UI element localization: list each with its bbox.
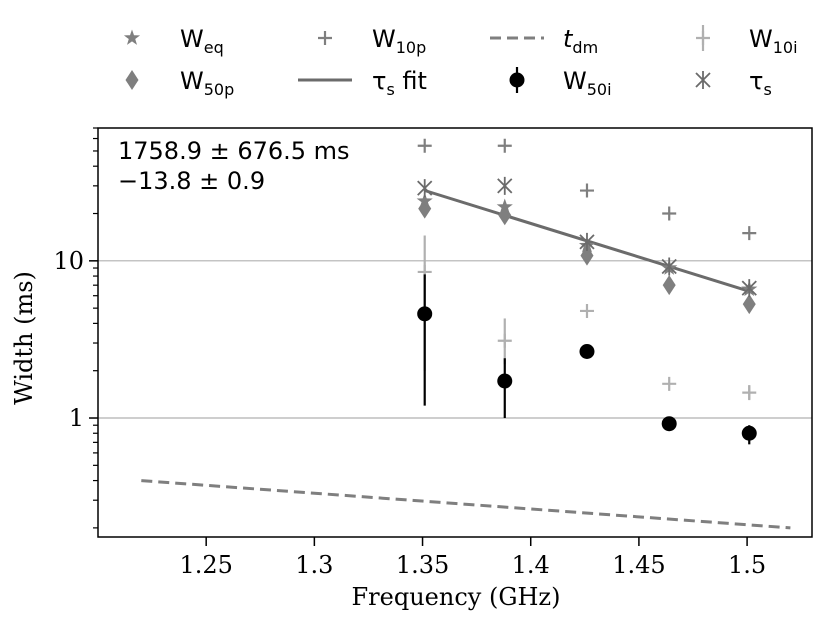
legend-label-taufit: τs fit	[372, 67, 427, 99]
series-tdm	[141, 479, 791, 530]
legend-label-taus: τs	[749, 67, 772, 99]
x-tick-label: 1.45	[612, 551, 665, 579]
legend: Weq W50p W10p τs fit tdm W50i W10i τs	[123, 25, 798, 99]
x-tick-label: 1.35	[396, 551, 449, 579]
point-taus	[661, 257, 677, 276]
legend-label-weq: Weq	[180, 25, 224, 57]
fit-annotation: 1758.9 ± 676.5 ms −13.8 ± 0.9	[118, 137, 350, 195]
legend-swatch	[696, 31, 710, 45]
point-w50i	[661, 416, 677, 432]
legend-swatch	[509, 72, 525, 88]
point-w50p	[662, 275, 676, 296]
point-w50i	[741, 425, 757, 441]
point-taus	[741, 279, 757, 298]
annotation-line-1: 1758.9 ± 676.5 ms	[118, 137, 350, 165]
series-w10p	[417, 138, 757, 241]
legend-item-w10p: W10p	[318, 25, 426, 57]
legend-swatch	[695, 71, 711, 89]
series-taus	[417, 176, 757, 298]
point-taus	[497, 176, 513, 195]
data-series	[141, 138, 791, 530]
y-axis-label: Width (ms)	[10, 271, 38, 405]
series-line-tdm	[141, 479, 791, 530]
x-axis-label: Frequency (GHz)	[352, 583, 561, 611]
point-taus	[579, 232, 595, 251]
x-tick-label: 1.3	[295, 551, 333, 579]
point-weq	[416, 192, 433, 208]
y-tick-label: 1	[69, 404, 84, 432]
point-w10p	[579, 183, 594, 198]
point-taus	[417, 179, 433, 198]
point-w10i	[662, 376, 677, 391]
legend-swatch	[125, 70, 139, 90]
x-tick-label: 1.5	[728, 551, 766, 579]
legend-item-w10i: W10i	[696, 25, 798, 57]
series-w50p	[418, 198, 756, 315]
legend-swatch	[318, 31, 332, 45]
point-weq	[496, 198, 513, 214]
x-tick-label: 1.25	[179, 551, 232, 579]
legend-label-tdm: tdm	[563, 25, 598, 57]
point-w50i	[417, 306, 433, 322]
y-tick-label: 10	[53, 247, 84, 275]
x-tick-label: 1.4	[512, 551, 550, 579]
axes: 1 10 1.25 1.3 1.35 1.4 1.45 1.5	[53, 127, 766, 579]
point-w10i	[579, 303, 594, 318]
annotation-line-2: −13.8 ± 0.9	[118, 167, 265, 195]
grid-lines	[98, 260, 812, 419]
legend-item-weq: Weq	[123, 25, 224, 57]
point-w10i	[742, 385, 757, 400]
legend-swatch	[123, 29, 141, 45]
series-w50i	[417, 274, 757, 445]
legend-item-w50i: W50i	[509, 67, 612, 99]
point-w50i	[579, 343, 595, 359]
point-w10p	[497, 138, 512, 153]
point-w10p	[742, 226, 757, 241]
point-w50p	[742, 294, 756, 315]
legend-item-tdm: tdm	[490, 25, 598, 57]
point-w10i	[497, 333, 512, 348]
legend-label-w10p: W10p	[372, 25, 426, 57]
point-w50i	[497, 373, 513, 389]
point-w10p	[417, 138, 432, 153]
legend-label-w50i: W50i	[563, 67, 612, 99]
legend-label-w10i: W10i	[749, 25, 798, 57]
plot-frame	[97, 127, 813, 538]
legend-label-w50p: W50p	[180, 67, 234, 99]
legend-item-taus: τs	[695, 67, 772, 99]
legend-item-w50p: W50p	[125, 67, 234, 99]
point-w10p	[662, 206, 677, 221]
legend-item-taufit: τs fit	[298, 67, 427, 99]
